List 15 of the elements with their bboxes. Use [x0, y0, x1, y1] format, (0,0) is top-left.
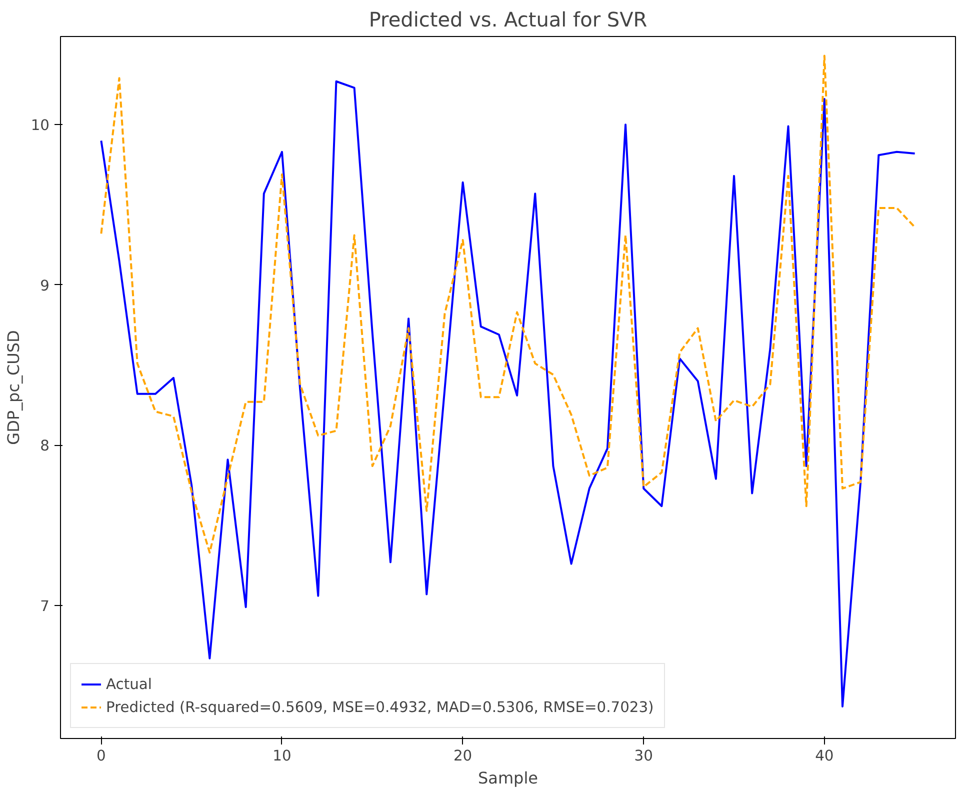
x-tick-label: 10 — [272, 748, 292, 764]
legend-label: Actual — [106, 676, 152, 692]
chart-title: Predicted vs. Actual for SVR — [368, 8, 648, 32]
x-tick-label: 0 — [96, 748, 106, 764]
x-tick-label: 30 — [634, 748, 653, 764]
y-axis-title: GDP_pc_CUSD — [4, 330, 23, 445]
x-axis-title: Sample — [478, 768, 538, 788]
y-tick-label: 9 — [40, 277, 50, 294]
line-series — [100, 54, 916, 554]
x-tick-label: 20 — [453, 748, 472, 764]
y-tick-label: 7 — [40, 598, 50, 615]
x-tick-label: 40 — [815, 748, 834, 764]
legend-label: Predicted (R-squared=0.5609, MSE=0.4932, MAD=0.5306, RMSE=0.7023) — [106, 698, 654, 716]
y-tick-label: 8 — [40, 438, 50, 455]
y-tick-label: 10 — [30, 117, 50, 134]
